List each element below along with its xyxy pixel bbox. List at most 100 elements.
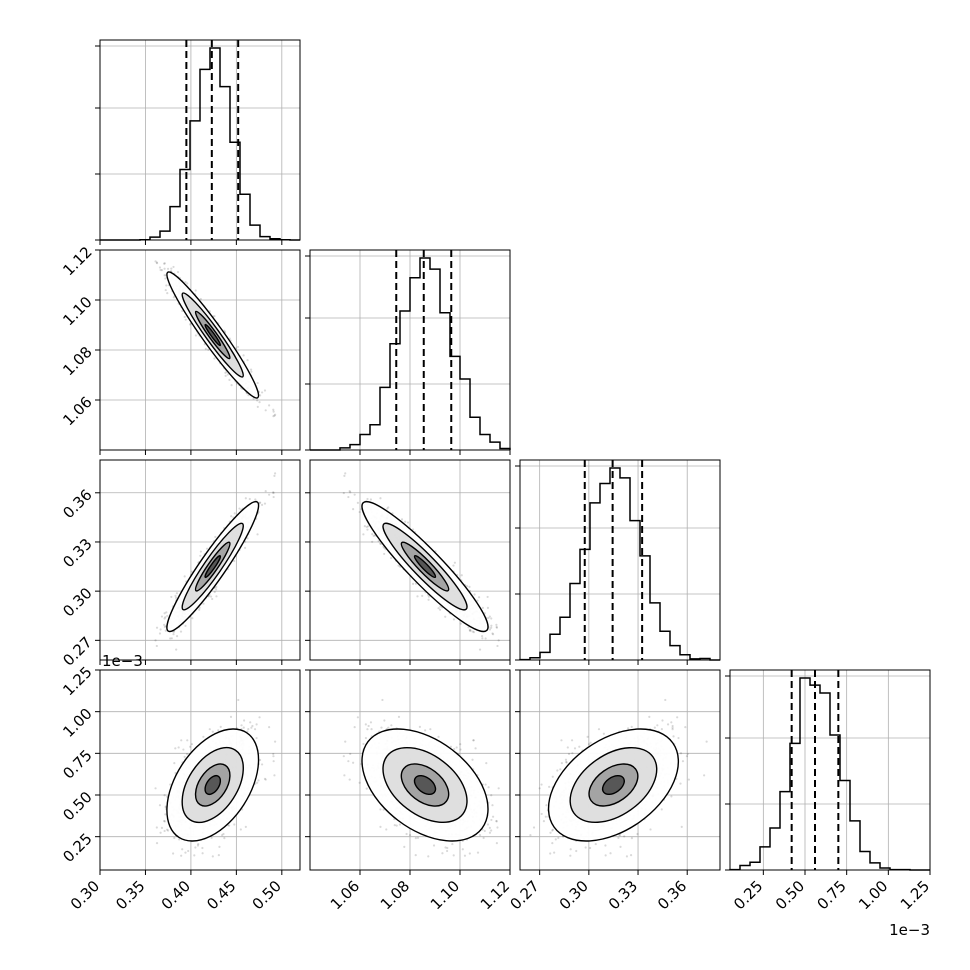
sample-point [273,413,277,416]
sample-point [497,639,500,642]
sample-point [256,405,259,408]
sample-point [242,354,245,357]
sample-point [199,297,202,301]
sample-point [439,608,442,611]
sample-point [481,637,484,640]
sample-point [371,532,374,536]
sample-point [184,624,187,627]
sample-point [165,611,168,614]
sample-point [366,497,369,501]
sample-point [166,267,170,270]
sample-point [488,628,492,631]
sample-point [198,606,201,609]
sample-point [175,634,179,638]
sample-point [258,501,262,504]
sample-point [176,270,180,274]
sample-point [169,637,172,640]
sample-point [207,348,210,351]
sample-point [490,626,493,629]
sample-point [233,512,236,515]
sample-point [353,493,356,496]
sample-point [190,570,193,573]
sample-point [172,633,175,636]
sample-point [159,628,162,631]
sample-point [160,269,164,272]
sample-point [154,260,157,263]
sample-point [224,374,227,377]
sample-point [495,626,498,629]
sample-point [155,261,158,264]
sample-point [377,540,380,543]
sample-point [468,628,471,631]
sample-point [411,582,415,585]
sample-point [199,550,202,553]
panel-2-0 [99,460,300,660]
sample-point [369,498,373,501]
sample-point [191,617,194,620]
sample-point [160,615,164,618]
scatter-panel-1-0 [154,260,277,418]
sample-point [243,546,247,550]
sample-point [272,415,275,418]
sample-point [246,537,249,540]
sample-point [163,274,166,277]
sample-point [365,525,368,529]
sample-point [175,648,178,651]
sample-point [174,594,177,597]
sample-point [486,606,490,610]
contour-level-3 [204,323,222,347]
sample-point [238,507,241,510]
sample-point [427,595,431,598]
sample-point [170,267,173,270]
sample-point [258,501,261,504]
sample-point [263,389,267,392]
sample-point [256,399,259,402]
sample-point [205,547,209,550]
sample-point [264,490,267,493]
sample-point [213,315,216,318]
sample-point [397,564,400,567]
sample-point [164,288,167,292]
sample-point [363,525,366,528]
sample-point [268,493,271,496]
sample-point [154,639,157,642]
sample-point [184,318,187,321]
sample-point [260,503,264,506]
sample-point [258,394,262,397]
sample-point [181,309,184,313]
sample-point [215,588,218,591]
sample-point [416,595,419,598]
sample-point [444,615,447,618]
sample-point [244,497,247,500]
sample-point [465,585,469,588]
sample-point [213,590,216,594]
sample-point [248,497,251,501]
sample-point [207,595,210,598]
sample-point [250,370,253,373]
sample-point [163,262,166,265]
sample-point [362,533,365,536]
sample-point [468,629,472,632]
sample-point [163,262,166,265]
sample-point [158,266,162,269]
sample-point [159,268,162,272]
sample-point [468,585,471,588]
sample-point [198,608,201,611]
sample-point [481,606,484,610]
sample-point [164,616,167,619]
sample-point [411,528,415,531]
sample-point [170,637,173,640]
sample-point [379,542,382,545]
sample-point [476,599,479,602]
sample-point [252,397,255,400]
sample-point [230,384,233,387]
sample-point [202,602,205,605]
sample-point [273,414,276,417]
sample-point [194,334,197,337]
sample-point [174,596,178,599]
sample-point [183,315,186,319]
sample-point [487,616,490,620]
sample-point [172,265,175,269]
sample-point [215,585,218,589]
sample-point [272,410,275,413]
